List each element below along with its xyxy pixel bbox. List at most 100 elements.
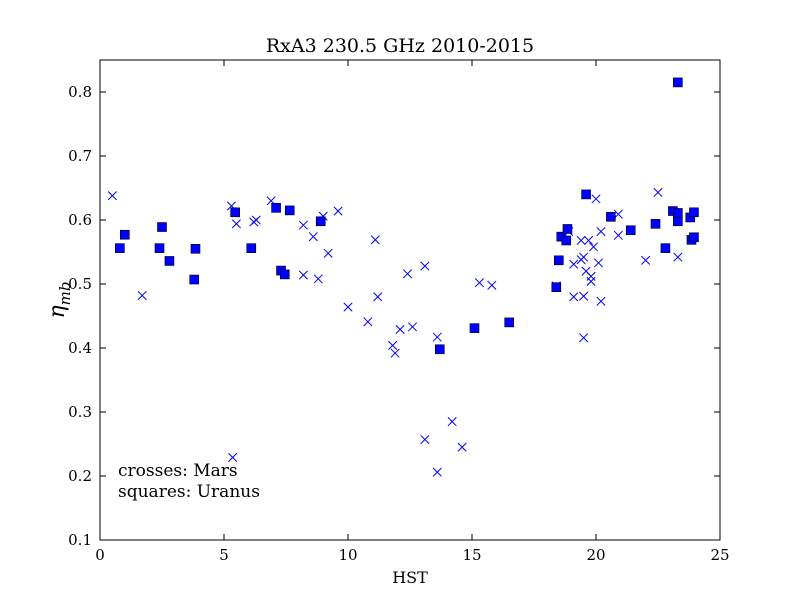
uranus-point <box>673 77 683 88</box>
y-tick-label: 0.5 <box>68 275 92 293</box>
uranus-point <box>673 208 683 218</box>
uranus-point <box>660 243 671 253</box>
uranus-point <box>157 222 167 232</box>
uranus-point <box>469 323 480 333</box>
mars-point <box>395 324 405 334</box>
x-tick-label: 10 <box>338 546 357 564</box>
legend-note-uranus: squares: Uranus <box>118 482 260 502</box>
mars-point <box>323 248 333 258</box>
uranus-point <box>246 243 257 253</box>
mars-point <box>613 230 623 240</box>
y-tick-label: 0.4 <box>68 339 92 357</box>
y-tick-label: 0.1 <box>68 531 92 549</box>
mars-point <box>370 235 380 245</box>
mars-point <box>457 442 467 452</box>
chart-title: RxA3 230.5 GHz 2010-2015 <box>266 35 534 57</box>
uranus-point <box>551 282 562 293</box>
mars-point <box>641 255 651 265</box>
mars-point <box>313 274 323 284</box>
uranus-point <box>553 255 564 266</box>
x-tick-label: 20 <box>586 546 605 564</box>
mars-point <box>298 220 308 230</box>
mars-point <box>432 332 442 342</box>
mars-point <box>373 292 383 302</box>
mars-point <box>576 235 586 246</box>
mars-point <box>388 340 398 350</box>
y-tick-label: 0.2 <box>68 467 92 485</box>
mars-point <box>432 467 442 477</box>
uranus-point <box>504 317 515 328</box>
uranus-point <box>434 344 445 355</box>
uranus-point <box>279 269 290 280</box>
mars-point <box>584 235 594 246</box>
mars-point <box>420 434 430 445</box>
plot-area <box>99 59 721 541</box>
mars-point <box>390 348 400 358</box>
mars-point <box>593 258 604 268</box>
y-tick-label: 0.7 <box>68 147 92 165</box>
mars-point <box>569 259 579 269</box>
uranus-point <box>650 219 661 229</box>
uranus-point <box>581 189 591 200</box>
x-tick-label: 5 <box>219 546 229 564</box>
mars-point <box>107 191 117 201</box>
mars-point <box>228 452 238 462</box>
mars-point <box>251 215 261 225</box>
mars-point <box>653 187 663 198</box>
mars-point <box>596 296 606 306</box>
uranus-point <box>271 203 281 213</box>
mars-point <box>579 291 589 301</box>
mars-point <box>407 322 418 332</box>
mars-point <box>420 261 430 271</box>
uranus-point <box>561 235 572 246</box>
legend-note-mars: crosses: Mars <box>118 461 238 481</box>
mars-point <box>569 292 579 302</box>
data-markers <box>107 77 699 477</box>
x-tick-label: 0 <box>95 546 105 564</box>
uranus-point <box>164 256 175 266</box>
y-tick-label: 0.6 <box>68 211 92 229</box>
uranus-point <box>230 207 240 218</box>
uranus-point <box>673 216 683 227</box>
mars-point <box>673 252 683 262</box>
uranus-point <box>562 224 573 234</box>
y-axis-label-sub: mb <box>56 281 74 305</box>
y-axis-label: ηmb <box>45 281 74 318</box>
mars-point <box>363 317 373 327</box>
uranus-point <box>189 274 200 285</box>
uranus-point <box>120 229 130 240</box>
mars-point <box>586 276 596 286</box>
mars-point <box>588 242 599 252</box>
y-axis-label-main: η <box>45 305 70 318</box>
uranus-point <box>606 212 616 222</box>
y-tick-label: 0.3 <box>68 403 92 421</box>
x-axis-label: HST <box>392 568 428 587</box>
mars-point <box>579 252 589 262</box>
x-tick-label: 25 <box>710 546 729 564</box>
axis-ticks: 0 5 10 15 20 25 0.1 0.2 0.3 0.4 0.5 0.6 0.7 0.8 <box>68 60 730 564</box>
mars-point <box>579 333 589 343</box>
mars-point <box>447 417 457 427</box>
uranus-point <box>625 225 636 236</box>
mars-point <box>137 290 147 301</box>
uranus-point <box>689 232 699 243</box>
uranus-point <box>154 243 165 253</box>
mars-point <box>596 226 606 237</box>
mars-point <box>333 206 343 216</box>
mars-point <box>474 278 484 288</box>
mars-point <box>298 270 308 280</box>
uranus-point <box>284 205 295 216</box>
y-tick-label: 0.8 <box>68 83 92 101</box>
mars-point <box>402 269 413 279</box>
mars-point <box>487 280 497 290</box>
mars-point <box>308 232 318 242</box>
uranus-point <box>689 207 699 218</box>
uranus-point <box>315 216 326 227</box>
mars-point <box>591 194 601 204</box>
x-tick-label: 15 <box>462 546 481 564</box>
mars-point <box>343 302 353 312</box>
uranus-point <box>190 244 201 254</box>
mars-point <box>231 219 241 229</box>
uranus-point <box>115 243 125 253</box>
